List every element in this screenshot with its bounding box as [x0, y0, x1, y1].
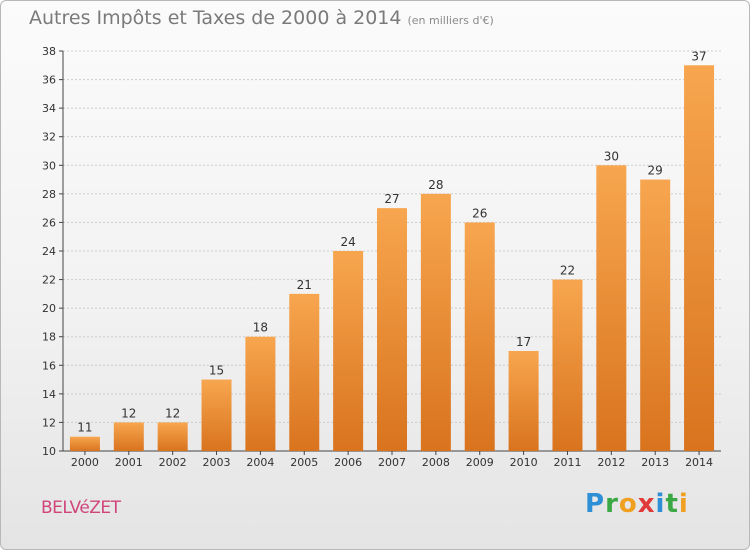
x-tick-label: 2011	[553, 456, 581, 469]
x-tick-label: 2007	[378, 456, 406, 469]
y-tick-label: 20	[42, 302, 56, 315]
data-label: 11	[77, 421, 92, 435]
x-tick-label: 2005	[290, 456, 318, 469]
data-label: 15	[209, 364, 224, 378]
logo-letter: x	[637, 489, 656, 519]
logo-letter: o	[618, 489, 638, 519]
logo-letter: r	[605, 489, 619, 519]
y-tick-label: 28	[42, 188, 56, 201]
data-label: 29	[648, 164, 663, 178]
data-label: 37	[691, 49, 706, 63]
bar	[157, 422, 188, 451]
bar	[333, 251, 364, 451]
bar	[640, 179, 671, 452]
bar	[377, 208, 407, 451]
bar	[201, 379, 232, 451]
bar	[596, 165, 627, 452]
data-label: 27	[384, 192, 399, 206]
data-label: 28	[428, 178, 443, 192]
x-tick-label: 2003	[203, 456, 231, 469]
bar	[508, 351, 539, 451]
x-tick-label: 2012	[597, 456, 625, 469]
y-tick-label: 26	[42, 216, 56, 229]
x-tick-label: 2004	[246, 456, 274, 469]
x-tick-label: 2001	[115, 456, 143, 469]
chart-title: Autres Impôts et Taxes de 2000 à 2014 (en…	[29, 7, 494, 29]
y-tick-label: 12	[42, 416, 56, 429]
y-tick-label: 34	[42, 102, 56, 115]
x-tick-label: 2000	[71, 456, 99, 469]
data-label: 12	[121, 406, 136, 420]
chart-title-text: Autres Impôts et Taxes de 2000 à 2014	[29, 7, 402, 29]
y-tick-label: 38	[42, 45, 56, 58]
x-tick-label: 2008	[422, 456, 450, 469]
data-label: 18	[253, 321, 268, 335]
logo-letter: P	[585, 489, 606, 519]
data-label: 24	[340, 235, 355, 249]
bar	[69, 436, 100, 451]
data-label: 30	[604, 149, 619, 163]
logo-letter: i	[655, 489, 666, 519]
y-tick-label: 30	[42, 159, 56, 172]
data-label: 21	[297, 278, 312, 292]
bar	[289, 293, 320, 451]
x-tick-label: 2002	[159, 456, 187, 469]
bar	[684, 65, 715, 452]
proxiti-logo: Proxiti	[585, 489, 689, 519]
x-tick-label: 2010	[510, 456, 538, 469]
y-tick-label: 10	[42, 445, 56, 458]
location-name: BELVéZET	[41, 498, 121, 518]
x-tick-label: 2009	[466, 456, 494, 469]
x-tick-label: 2006	[334, 456, 362, 469]
data-label: 17	[516, 335, 531, 349]
y-tick-label: 32	[42, 131, 56, 144]
y-tick-label: 22	[42, 274, 56, 287]
data-label: 26	[472, 206, 487, 220]
x-tick-label: 2013	[641, 456, 669, 469]
y-tick-label: 24	[42, 245, 56, 258]
chart-subtitle: (en milliers d'€)	[407, 14, 494, 27]
bar	[552, 279, 583, 451]
bar	[464, 222, 495, 451]
x-tick-label: 2014	[685, 456, 713, 469]
bar	[245, 336, 276, 451]
data-label: 12	[165, 406, 180, 420]
y-tick-label: 36	[42, 74, 56, 87]
y-tick-label: 14	[42, 388, 56, 401]
y-tick-label: 16	[42, 359, 56, 372]
y-tick-label: 18	[42, 331, 56, 344]
logo-letter: t	[665, 489, 679, 519]
bar	[113, 422, 144, 451]
data-label: 22	[560, 264, 575, 278]
logo-letter: i	[678, 489, 689, 519]
bar	[420, 193, 451, 451]
